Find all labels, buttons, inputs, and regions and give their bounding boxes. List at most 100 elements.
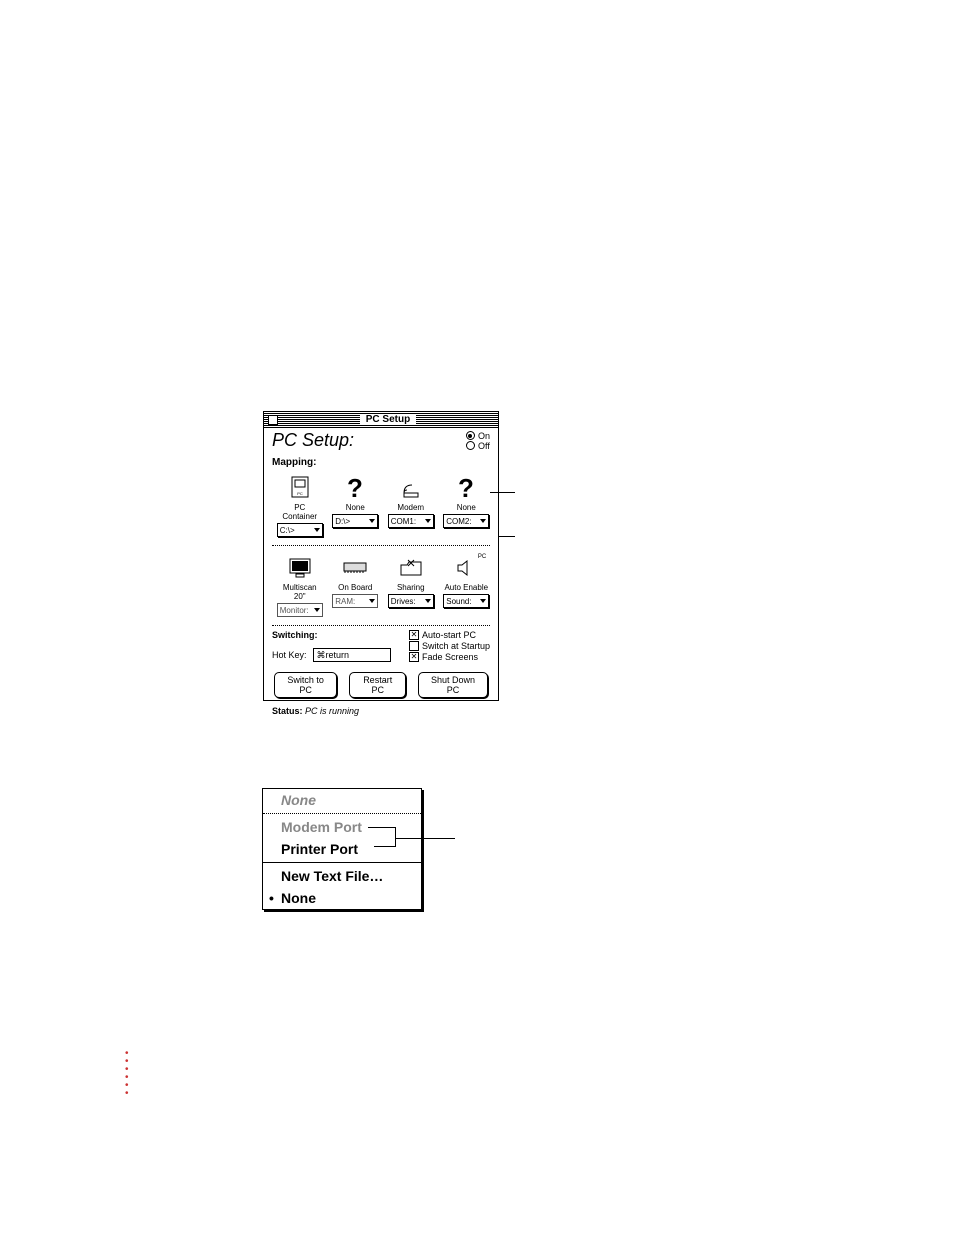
slot-label: Auto Enable [444, 583, 488, 592]
chevron-down-icon [314, 528, 320, 532]
callout-line [395, 827, 396, 847]
menu-item-none-bottom[interactable]: None [263, 887, 421, 909]
pc-setup-window: PC Setup PC Setup: On Off Mapping: PC PC… [263, 411, 499, 701]
svg-text:?: ? [347, 475, 363, 501]
slot-label: Modem [397, 503, 424, 512]
check-label: Switch at Startup [422, 641, 490, 651]
slot-monitor: Multiscan 20" Monitor: [276, 554, 324, 617]
c-drive-dropdown[interactable]: C:\> [277, 523, 323, 537]
dropdown-value: Drives: [391, 597, 416, 606]
mapping-row-2: Multiscan 20" Monitor: On Board RAM: Sha… [264, 548, 498, 623]
check-label: Auto-start PC [422, 630, 476, 640]
page-marker-dots: •••••• [125, 1050, 129, 1098]
restart-pc-button[interactable]: Restart PC [349, 672, 406, 698]
callout-line [368, 827, 395, 828]
checkbox-switch-startup[interactable] [409, 641, 419, 651]
chevron-down-icon [480, 599, 486, 603]
radio-off[interactable] [466, 441, 475, 450]
dropdown-value: COM2: [446, 517, 471, 526]
divider [263, 813, 421, 814]
dropdown-value: C:\> [280, 526, 295, 535]
slot-drives: Sharing Drives: [387, 554, 435, 617]
radio-on-label: On [478, 431, 490, 441]
sound-dropdown[interactable]: Sound: [443, 594, 489, 608]
checkbox-fade[interactable] [409, 652, 419, 662]
slot-com1: Modem COM1: [387, 474, 435, 537]
hotkey-field[interactable]: ⌘return [313, 648, 391, 662]
menu-item-new-text-file[interactable]: New Text File… [263, 865, 421, 887]
modem-icon [395, 474, 427, 502]
slot-label: None [346, 503, 365, 512]
ram-icon [339, 554, 371, 582]
page-title: PC Setup: [272, 430, 354, 451]
divider [272, 545, 490, 546]
radio-off-label: Off [478, 441, 490, 451]
menu-item-modem-port: Modem Port [263, 816, 421, 838]
dropdown-value: RAM: [335, 597, 355, 606]
callout-line [374, 846, 395, 847]
chevron-down-icon [425, 599, 431, 603]
switching-label: Switching: [272, 630, 391, 640]
chevron-down-icon [314, 608, 320, 612]
hotkey-label: Hot Key: [272, 650, 307, 660]
folder-icon [395, 554, 427, 582]
svg-text:PC: PC [297, 491, 303, 496]
hotkey-value: ⌘return [317, 650, 350, 661]
question-icon: ? [450, 474, 482, 502]
chevron-down-icon [480, 519, 486, 523]
switching-section: Switching: Hot Key: ⌘return Auto-start P… [264, 628, 498, 666]
svg-text:?: ? [458, 475, 474, 501]
dropdown-value: Monitor: [280, 606, 309, 615]
status-value: PC is running [305, 706, 359, 716]
mapping-row-1: PC PC Container C:\> ? None D:\> Modem [264, 468, 498, 543]
question-icon: ? [339, 474, 371, 502]
switch-to-pc-button[interactable]: Switch to PC [274, 672, 337, 698]
com1-dropdown[interactable]: COM1: [388, 514, 434, 528]
slot-com2: ? None COM2: [443, 474, 491, 537]
window-title: PC Setup [360, 414, 416, 425]
slot-c-drive: PC PC Container C:\> [276, 474, 324, 537]
shutdown-pc-button[interactable]: Shut Down PC [418, 672, 488, 698]
titlebar[interactable]: PC Setup [264, 412, 498, 428]
slot-label: None [457, 503, 476, 512]
dropdown-value: Sound: [446, 597, 471, 606]
check-label: Fade Screens [422, 652, 478, 662]
drives-dropdown[interactable]: Drives: [388, 594, 434, 608]
slot-label: On Board [338, 583, 372, 592]
speaker-icon: PC [450, 554, 482, 582]
dropdown-value: D:\> [335, 517, 350, 526]
mapping-label: Mapping: [264, 455, 498, 468]
menu-item-none-top: None [263, 789, 421, 811]
slot-d-drive: ? None D:\> [332, 474, 380, 537]
d-drive-dropdown[interactable]: D:\> [332, 514, 378, 528]
divider [272, 625, 490, 626]
callout-line [498, 536, 515, 537]
status-bar: Status: PC is running [264, 704, 498, 720]
com2-dropdown[interactable]: COM2: [443, 514, 489, 528]
slot-ram: On Board RAM: [332, 554, 380, 617]
monitor-icon [284, 554, 316, 582]
radio-on[interactable] [466, 431, 475, 440]
callout-line [490, 492, 515, 493]
pc-container-icon: PC [284, 474, 316, 502]
close-icon[interactable] [268, 415, 278, 425]
divider [263, 862, 421, 863]
chevron-down-icon [369, 519, 375, 523]
monitor-dropdown[interactable]: Monitor: [277, 603, 323, 617]
slot-label: Sharing [397, 583, 425, 592]
chevron-down-icon [369, 599, 375, 603]
dropdown-value: COM1: [391, 517, 416, 526]
slot-sound: PC Auto Enable Sound: [443, 554, 491, 617]
port-menu: None Modem Port Printer Port New Text Fi… [262, 788, 422, 910]
callout-line [395, 838, 455, 839]
slot-label: Multiscan 20" [276, 583, 324, 601]
onoff-group: On Off [466, 431, 490, 451]
status-label: Status: [272, 706, 303, 716]
button-row: Switch to PC Restart PC Shut Down PC [264, 666, 498, 704]
badge: PC [478, 554, 486, 560]
chevron-down-icon [425, 519, 431, 523]
menu-item-printer-port[interactable]: Printer Port [263, 838, 421, 860]
slot-label: PC Container [276, 503, 324, 521]
ram-dropdown[interactable]: RAM: [332, 594, 378, 608]
checkbox-autostart[interactable] [409, 630, 419, 640]
